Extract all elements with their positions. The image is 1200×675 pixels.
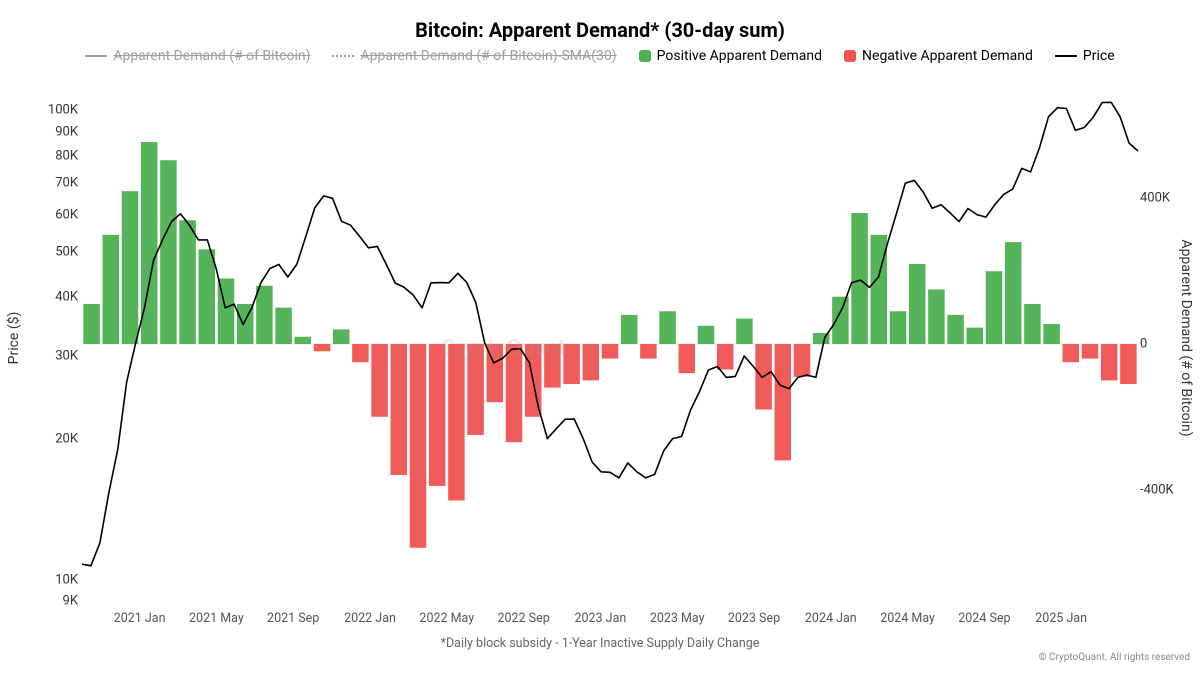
- bar-positive: [160, 160, 177, 344]
- plot-svg: [0, 0, 1200, 675]
- x-tick: 2022 Sep: [497, 611, 549, 626]
- bar-positive: [947, 315, 964, 344]
- bar-positive: [295, 337, 312, 344]
- bar-negative: [410, 344, 427, 548]
- y-tick-left: 50K: [55, 244, 78, 259]
- y-tick-right: 400K: [1140, 191, 1170, 206]
- bar-positive: [890, 311, 907, 344]
- bar-positive: [871, 235, 888, 344]
- bar-negative: [371, 344, 388, 417]
- bar-positive: [621, 315, 638, 344]
- bar-positive: [199, 249, 216, 344]
- bar-positive: [659, 311, 676, 344]
- y-tick-right: 0: [1140, 337, 1147, 352]
- bar-positive: [832, 297, 849, 344]
- bar-negative: [448, 344, 465, 500]
- bar-positive: [256, 286, 273, 344]
- bar-negative: [794, 344, 811, 377]
- bar-negative: [1120, 344, 1137, 384]
- bar-positive: [1043, 324, 1060, 344]
- x-tick: 2024 Jan: [805, 611, 857, 626]
- x-tick: 2023 Jan: [574, 611, 626, 626]
- bar-positive: [83, 304, 100, 344]
- copyright: © CryptoQuant. All rights reserved: [1039, 652, 1190, 663]
- x-tick: 2022 May: [419, 611, 474, 626]
- bar-negative: [352, 344, 369, 362]
- bar-negative: [544, 344, 561, 388]
- y-tick-left: 60K: [55, 207, 78, 222]
- x-tick: 2022 Jan: [344, 611, 396, 626]
- bar-negative: [314, 344, 331, 351]
- bar-positive: [698, 326, 715, 344]
- bar-positive: [122, 191, 139, 344]
- bar-negative: [1101, 344, 1118, 380]
- y-tick-left: 80K: [55, 148, 78, 163]
- x-tick: 2023 May: [650, 611, 705, 626]
- y-tick-left: 100K: [48, 103, 78, 118]
- bar-positive: [851, 213, 868, 344]
- bar-positive: [909, 264, 926, 344]
- bar-negative: [467, 344, 484, 435]
- x-tick: 2021 Jan: [114, 611, 166, 626]
- x-tick: 2025 Jan: [1035, 611, 1087, 626]
- y-tick-right: -400K: [1140, 482, 1174, 497]
- x-tick: 2024 May: [880, 611, 935, 626]
- bar-negative: [429, 344, 446, 486]
- bar-negative: [563, 344, 580, 384]
- x-tick: 2021 Sep: [267, 611, 319, 626]
- bar-positive: [986, 271, 1003, 344]
- x-tick: 2023 Sep: [728, 611, 780, 626]
- y-tick-left: 20K: [55, 431, 78, 446]
- bar-negative: [602, 344, 619, 359]
- y-tick-left: 9K: [63, 594, 78, 609]
- bar-positive: [333, 329, 350, 344]
- y-tick-left: 40K: [55, 290, 78, 305]
- x-tick: 2021 May: [189, 611, 244, 626]
- bar-positive: [103, 235, 120, 344]
- bar-positive: [1024, 304, 1041, 344]
- bar-positive: [736, 319, 753, 344]
- bar-negative: [1063, 344, 1080, 362]
- y-tick-left: 10K: [55, 572, 78, 587]
- bar-negative: [640, 344, 657, 359]
- chart-container: Bitcoin: Apparent Demand* (30-day sum) A…: [0, 0, 1200, 675]
- y-tick-left: 30K: [55, 348, 78, 363]
- bar-negative: [717, 344, 734, 369]
- footnote: *Daily block subsidy - 1-Year Inactive S…: [0, 636, 1200, 651]
- bar-positive: [928, 289, 945, 344]
- bar-negative: [679, 344, 696, 373]
- x-tick: 2024 Sep: [958, 611, 1010, 626]
- bar-positive: [179, 220, 196, 344]
- bar-positive: [967, 328, 984, 344]
- bar-positive: [1005, 242, 1022, 344]
- bar-negative: [391, 344, 408, 475]
- y-tick-left: 70K: [55, 176, 78, 191]
- bar-negative: [506, 344, 523, 442]
- bar-negative: [583, 344, 600, 380]
- y-tick-left: 90K: [55, 124, 78, 139]
- bar-positive: [275, 308, 292, 344]
- bar-negative: [1082, 344, 1099, 359]
- bar-negative: [775, 344, 792, 460]
